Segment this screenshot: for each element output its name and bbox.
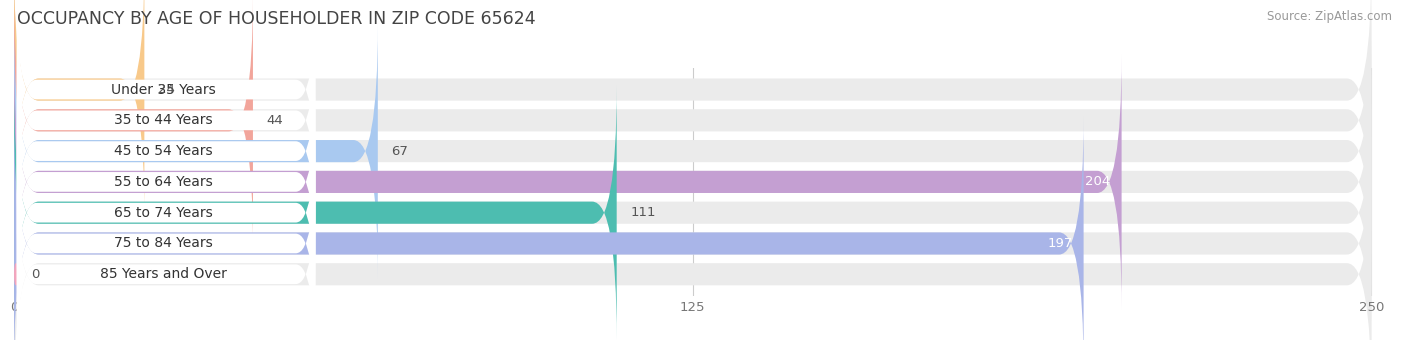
Text: 44: 44: [267, 114, 283, 127]
Text: 35 to 44 Years: 35 to 44 Years: [114, 113, 212, 128]
FancyBboxPatch shape: [14, 54, 1371, 309]
FancyBboxPatch shape: [14, 263, 18, 285]
FancyBboxPatch shape: [14, 0, 1371, 248]
Text: 75 to 84 Years: 75 to 84 Years: [114, 236, 212, 251]
FancyBboxPatch shape: [14, 0, 253, 248]
FancyBboxPatch shape: [17, 19, 315, 221]
FancyBboxPatch shape: [17, 142, 315, 340]
FancyBboxPatch shape: [14, 116, 1371, 340]
Text: 24: 24: [157, 83, 174, 96]
Text: 111: 111: [630, 206, 655, 219]
FancyBboxPatch shape: [17, 81, 315, 283]
FancyBboxPatch shape: [14, 24, 1371, 278]
FancyBboxPatch shape: [14, 85, 1371, 340]
Text: 45 to 54 Years: 45 to 54 Years: [114, 144, 212, 158]
FancyBboxPatch shape: [14, 54, 1122, 309]
Text: 0: 0: [31, 268, 39, 281]
Text: 67: 67: [391, 144, 408, 158]
Text: 55 to 64 Years: 55 to 64 Years: [114, 175, 212, 189]
FancyBboxPatch shape: [14, 147, 1371, 340]
FancyBboxPatch shape: [14, 0, 1371, 217]
Text: 204: 204: [1085, 175, 1111, 188]
FancyBboxPatch shape: [14, 116, 1084, 340]
Text: 85 Years and Over: 85 Years and Over: [100, 267, 226, 281]
Text: 65 to 74 Years: 65 to 74 Years: [114, 206, 212, 220]
FancyBboxPatch shape: [17, 50, 315, 252]
FancyBboxPatch shape: [17, 173, 315, 340]
FancyBboxPatch shape: [14, 85, 617, 340]
Text: Under 35 Years: Under 35 Years: [111, 83, 215, 97]
Text: Source: ZipAtlas.com: Source: ZipAtlas.com: [1267, 10, 1392, 23]
FancyBboxPatch shape: [14, 24, 378, 278]
FancyBboxPatch shape: [17, 0, 315, 190]
FancyBboxPatch shape: [14, 0, 145, 217]
FancyBboxPatch shape: [17, 112, 315, 314]
Text: OCCUPANCY BY AGE OF HOUSEHOLDER IN ZIP CODE 65624: OCCUPANCY BY AGE OF HOUSEHOLDER IN ZIP C…: [17, 10, 536, 28]
Text: 197: 197: [1047, 237, 1073, 250]
